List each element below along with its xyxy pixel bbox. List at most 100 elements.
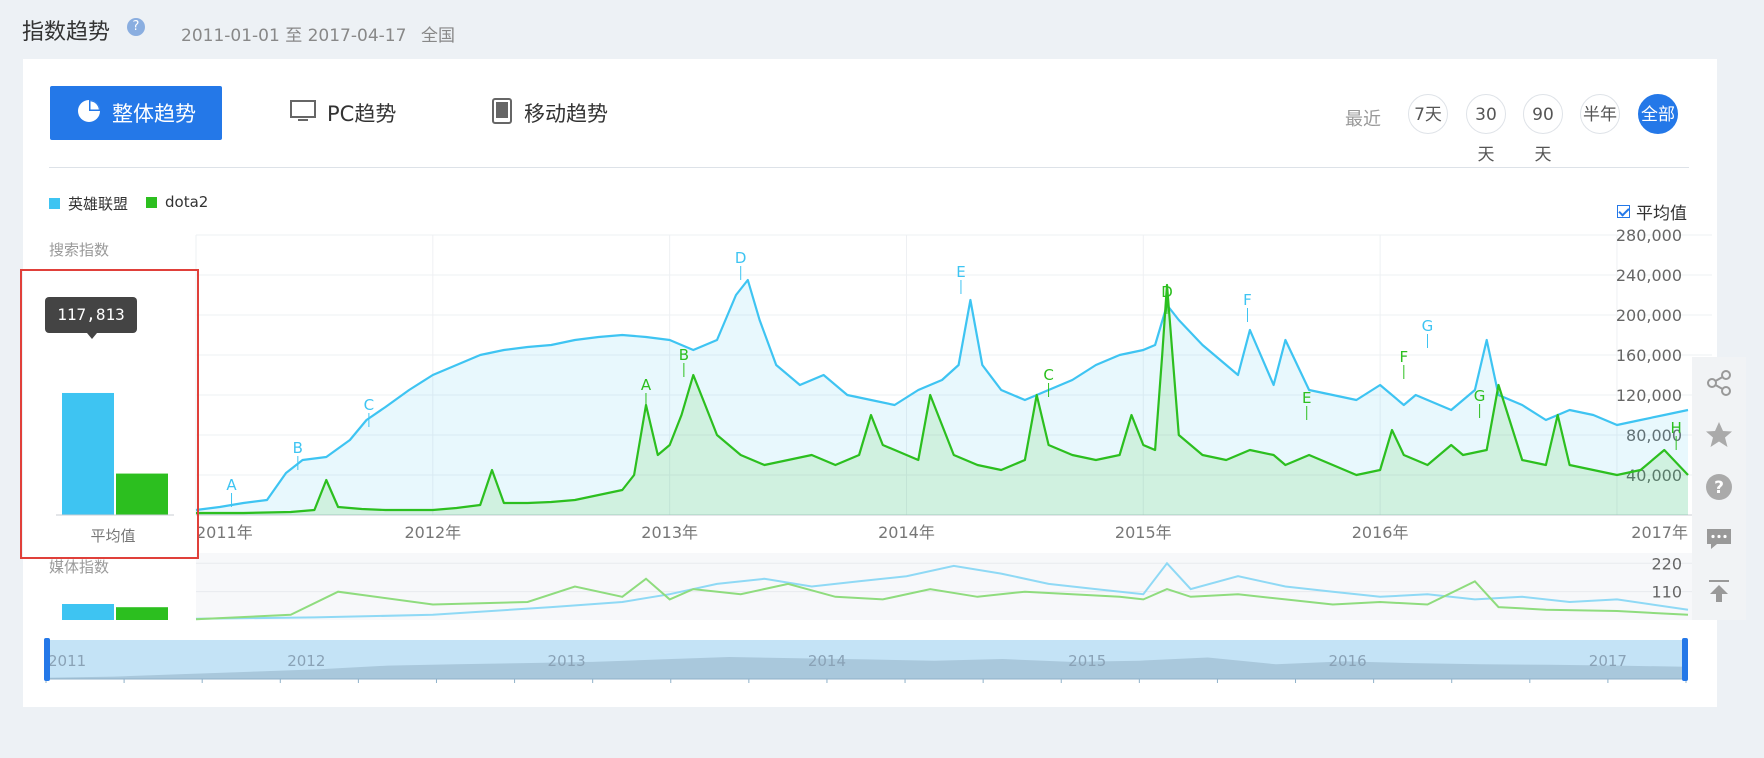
average-x-label: 平均值	[90, 527, 135, 545]
annotation-E: E	[1302, 389, 1311, 407]
annotation-F: F	[1243, 291, 1252, 309]
x-tick-label: 2016年	[1352, 523, 1409, 542]
x-tick-label: 2015年	[1115, 523, 1172, 542]
navigator-tick-label: 2011	[48, 652, 86, 670]
media-y-tick-label: 110	[1651, 583, 1682, 602]
annotation-G: G	[1422, 317, 1434, 335]
media-background	[196, 553, 1710, 620]
tablet-icon	[490, 97, 514, 130]
region-label: 全国	[421, 26, 455, 46]
average-bar-0	[62, 392, 114, 515]
navigator-tick-label: 2016	[1328, 652, 1366, 670]
monitor-icon	[289, 98, 317, 129]
navigator-tick-label: 2012	[287, 652, 325, 670]
svg-text:?: ?	[1714, 478, 1724, 498]
y-tick-label: 280,000	[1616, 226, 1682, 245]
media-average-bars	[62, 604, 168, 620]
y-tick-label: 240,000	[1616, 266, 1682, 285]
navigator-right-handle[interactable]	[1682, 638, 1688, 681]
legend-swatch	[146, 196, 157, 208]
side-toolbar: ?	[1692, 357, 1746, 620]
navigator-tick-label: 2015	[1068, 652, 1106, 670]
help-circle-icon[interactable]: ?	[1692, 461, 1746, 513]
annotation-C: C	[364, 396, 374, 414]
media-average-bar-0	[62, 604, 114, 620]
annotation-A: A	[641, 376, 652, 394]
tab-pc-trend[interactable]: PC趋势	[289, 86, 396, 140]
range-half-year-button[interactable]: 半年	[1580, 94, 1620, 134]
y-tick-label: 200,000	[1616, 306, 1682, 325]
annotation-B: B	[679, 346, 689, 364]
annotation-B: B	[293, 439, 303, 457]
navigator-tick-label: 2013	[548, 652, 586, 670]
help-icon[interactable]: ?	[127, 18, 145, 36]
annotation-A: A	[226, 476, 237, 494]
share-icon[interactable]	[1692, 357, 1746, 409]
y-tick-label: 80,000	[1626, 426, 1682, 445]
page-title: 指数趋势	[22, 20, 111, 45]
recent-label: 最近	[1345, 109, 1381, 130]
tab-mobile-trend[interactable]: 移动趋势	[490, 86, 608, 140]
navigator-left-handle[interactable]	[44, 638, 50, 681]
tab-label: PC趋势	[327, 102, 397, 126]
annotation-G: G	[1474, 387, 1486, 405]
pie-chart-icon	[76, 98, 102, 129]
x-tick-label: 2012年	[404, 523, 461, 542]
back-to-top-icon[interactable]	[1692, 565, 1746, 617]
media-index-label: 媒体指数	[49, 558, 110, 576]
annotation-D: D	[735, 249, 747, 267]
annotation-H: H	[1671, 419, 1682, 437]
x-tick-label: 2017年	[1631, 523, 1688, 542]
legend-label: 英雄联盟	[68, 195, 129, 213]
divider	[49, 167, 1689, 168]
legend-label: dota2	[165, 193, 209, 211]
tab-label: 移动趋势	[524, 102, 608, 126]
series-line-1	[196, 283, 1689, 515]
annotation-D: D	[1161, 283, 1173, 301]
range-7d-button[interactable]: 7天	[1408, 94, 1448, 134]
average-tooltip: 117,813	[45, 297, 137, 339]
star-icon[interactable]	[1692, 409, 1746, 461]
media-chart: 220 110	[195, 553, 1712, 621]
search-series	[195, 278, 1689, 515]
x-tick-label: 2011年	[196, 523, 253, 542]
average-highlight-box	[20, 269, 199, 559]
y-tick-label: 160,000	[1616, 346, 1682, 365]
x-tick-label: 2013年	[641, 523, 698, 542]
legend-swatch	[49, 198, 60, 209]
search-y-ticks: 280,000 240,000 200,000 160,000 120,000 80,00…	[1616, 226, 1682, 485]
media-series-line-1	[195, 577, 1689, 621]
search-x-ticks: 2011年 2012年 2013年 2014年 2015年 2016年 2017年	[196, 523, 1688, 542]
range-90d-button[interactable]: 90天	[1523, 94, 1563, 165]
navigator-tick-label: 2017	[1589, 652, 1627, 670]
navigator-area	[46, 657, 1686, 679]
range-all-button[interactable]: 全部	[1638, 94, 1678, 134]
range-30d-button[interactable]: 30天	[1466, 94, 1506, 165]
x-tick-label: 2014年	[878, 523, 935, 542]
tab-label: 整体趋势	[112, 102, 196, 126]
average-toggle[interactable]: 平均值	[1617, 199, 1687, 224]
comment-icon[interactable]	[1692, 513, 1746, 565]
legend-item-lol[interactable]: 英雄联盟	[49, 193, 128, 214]
legend-item-dota2[interactable]: dota2	[146, 193, 208, 211]
annotation-C: C	[1043, 366, 1053, 384]
navigator-tick-label: 2014	[808, 652, 846, 670]
series-line-0	[195, 278, 1689, 512]
media-average-bar-1	[116, 607, 168, 620]
date-range: 2011-01-01 至 2017-04-17	[181, 26, 407, 46]
annotation-E: E	[956, 263, 965, 281]
media-y-tick-label: 220	[1651, 554, 1682, 573]
checkbox-icon	[1617, 205, 1630, 218]
y-tick-label: 120,000	[1616, 386, 1682, 405]
average-toggle-label: 平均值	[1636, 204, 1687, 224]
average-bar-1	[116, 473, 168, 515]
range-navigator: 2011 2012 2013 2014 2015 2016 2017	[44, 638, 1688, 683]
series-area-0	[196, 280, 1688, 515]
annotation-F: F	[1399, 348, 1408, 366]
search-index-label: 搜索指数	[49, 241, 110, 259]
media-series-line-0	[195, 561, 1689, 620]
tab-overall-trend[interactable]: 整体趋势	[50, 86, 222, 140]
average-bars: 平均值	[56, 392, 174, 545]
